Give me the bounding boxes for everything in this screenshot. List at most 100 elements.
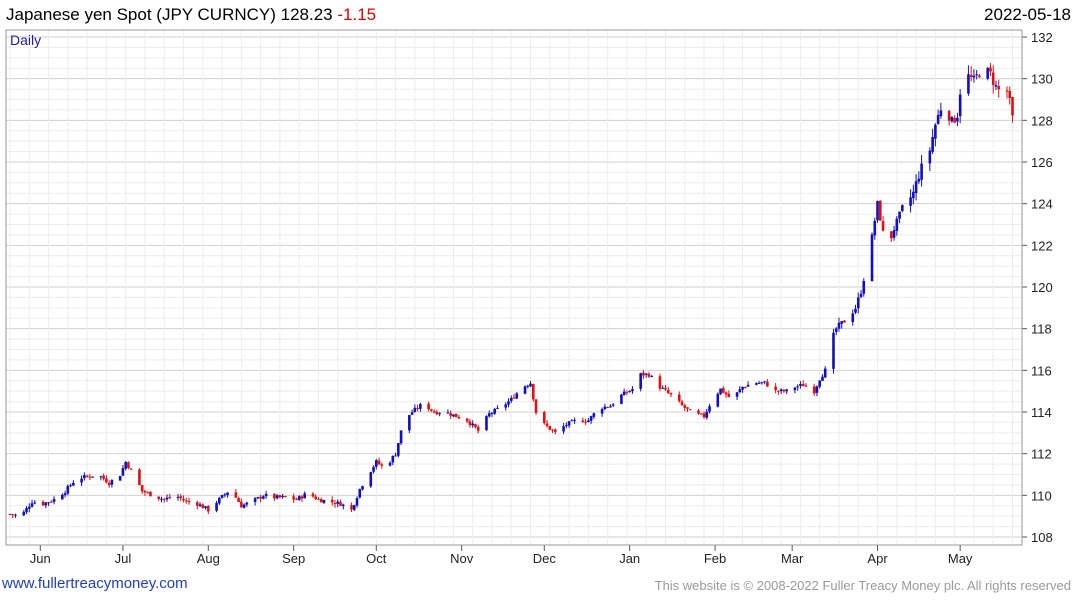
x-tick-label: Apr xyxy=(867,551,888,566)
y-tick-label: 124 xyxy=(1031,197,1053,212)
candle-body xyxy=(914,181,918,194)
candle-body xyxy=(127,462,130,469)
candle-body xyxy=(565,424,568,426)
candle-body xyxy=(876,200,879,221)
website-link[interactable]: www.fullertreacymoney.com xyxy=(2,575,188,592)
candle-body xyxy=(801,383,805,387)
candle-body xyxy=(862,281,866,294)
candle-body xyxy=(834,328,838,333)
candle-body xyxy=(526,385,530,387)
candle-body xyxy=(121,468,125,476)
y-tick-label: 130 xyxy=(1031,72,1053,87)
gridlines xyxy=(6,30,1022,545)
candle-body xyxy=(512,397,516,399)
candle-body xyxy=(30,503,34,507)
candle-body xyxy=(1011,96,1014,116)
candle-body xyxy=(901,205,904,212)
candle-body xyxy=(920,163,923,180)
candle-body xyxy=(854,308,857,313)
candle-body xyxy=(474,424,477,428)
candle-body xyxy=(818,380,822,387)
candle-body xyxy=(146,492,150,494)
candle-body xyxy=(931,136,934,152)
x-tick-label: Jul xyxy=(115,551,132,566)
candle-body xyxy=(198,504,202,507)
candle-body xyxy=(410,412,414,415)
candle-body xyxy=(774,386,777,391)
candle-body xyxy=(206,506,210,512)
candle-body xyxy=(457,417,461,419)
y-tick-label: 128 xyxy=(1031,113,1053,128)
candle-body xyxy=(609,406,612,408)
candle-body xyxy=(639,373,642,389)
candle-body xyxy=(41,501,45,506)
candle-body xyxy=(297,496,301,500)
chart-title: Japanese yen Spot (JPY CURNCY) 128.23 -1… xyxy=(6,5,376,25)
candle-body xyxy=(182,498,185,501)
candle-body xyxy=(716,393,720,407)
candle-body xyxy=(240,501,243,508)
candle-body xyxy=(680,401,684,406)
candle-body xyxy=(493,408,497,414)
candle-body xyxy=(523,386,527,394)
candle-body xyxy=(88,476,92,478)
candle-body xyxy=(33,502,37,504)
candle-body xyxy=(284,496,287,498)
interval-label: Daily xyxy=(10,32,41,48)
candle-body xyxy=(851,313,855,323)
candle-body xyxy=(912,191,915,199)
candle-body xyxy=(600,409,604,414)
candle-body xyxy=(895,218,899,231)
candle-body xyxy=(61,494,64,500)
candle-body xyxy=(162,498,166,500)
candle-body xyxy=(785,389,788,392)
y-tick-label: 116 xyxy=(1031,363,1052,378)
candle-body xyxy=(686,407,689,409)
candle-body xyxy=(237,497,240,503)
candle-body xyxy=(83,475,86,479)
candle-body xyxy=(69,485,72,487)
candle-body xyxy=(755,383,758,385)
candle-body xyxy=(218,497,221,504)
candle-body xyxy=(124,462,127,469)
candle-body xyxy=(515,393,519,399)
candle-body xyxy=(881,221,885,231)
candle-body xyxy=(856,297,860,309)
candle-body xyxy=(11,514,15,516)
candle-body xyxy=(757,382,761,384)
candle-body xyxy=(149,491,152,497)
candle-body xyxy=(972,75,976,78)
candle-body xyxy=(815,386,819,393)
candle-body xyxy=(490,413,494,415)
candle-body xyxy=(391,456,395,463)
x-tick-label: Oct xyxy=(366,551,387,566)
candle-body xyxy=(991,72,995,85)
candle-body xyxy=(215,502,218,511)
candle-body xyxy=(890,231,893,239)
candle-body xyxy=(399,430,403,444)
candle-body xyxy=(531,384,535,400)
title-text: Japanese yen Spot (JPY CURNCY) 128.23 xyxy=(6,5,333,24)
candle-body xyxy=(380,464,384,466)
candle-body xyxy=(176,496,180,498)
candle-body xyxy=(969,75,973,77)
candle-body xyxy=(319,499,323,503)
candle-body xyxy=(107,482,111,486)
candle-body xyxy=(47,502,50,504)
candle-body xyxy=(377,460,381,465)
candle-body xyxy=(832,332,835,369)
candle-body xyxy=(892,230,896,238)
candle-body xyxy=(744,387,747,389)
candle-body xyxy=(650,375,654,377)
candle-body xyxy=(275,495,279,499)
candle-body xyxy=(223,494,227,496)
candle-body xyxy=(256,497,260,499)
candle-body xyxy=(509,397,513,401)
candle-body xyxy=(262,496,265,499)
candle-body xyxy=(909,197,912,206)
candle-body xyxy=(143,490,147,493)
candle-body xyxy=(281,495,284,497)
candle-body xyxy=(226,492,229,496)
candle-body xyxy=(80,478,83,483)
candle-body xyxy=(936,115,940,124)
